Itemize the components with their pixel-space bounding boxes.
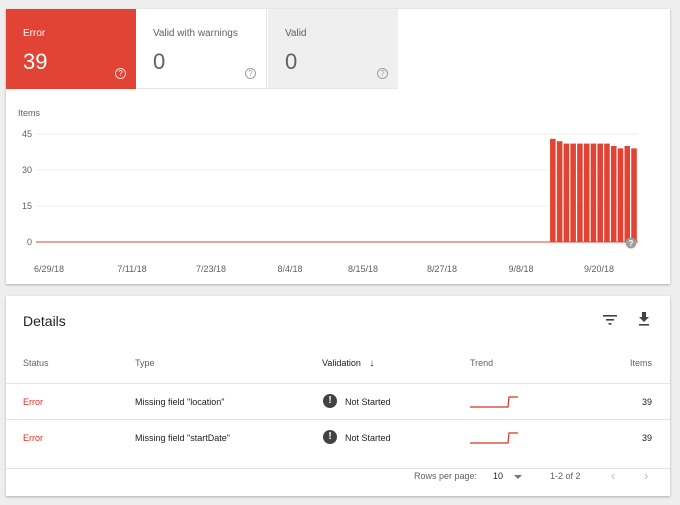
pagination: Rows per page: 10 1-2 of 2 ‹ › (6, 468, 670, 488)
help-icon[interactable]: ? (377, 68, 388, 79)
y-axis-label: Items (18, 108, 41, 118)
error-tile[interactable]: Error 39 ? (6, 9, 136, 89)
details-card: Details Status Type Validation ↓ Trend I… (6, 296, 670, 496)
x-tick-label: 8/15/18 (348, 264, 378, 274)
chart-bars (550, 138, 637, 242)
warnings-tile-label: Valid with warnings (153, 28, 238, 39)
warnings-tile-count: 0 (153, 49, 166, 74)
page-range: 1-2 of 2 (550, 471, 581, 481)
chart-bar[interactable] (556, 141, 563, 242)
summary-card: Error 39 ? Valid with warnings 0 ? Valid… (6, 9, 670, 284)
details-title: Details (23, 313, 66, 329)
chart-bar[interactable] (610, 146, 617, 242)
error-tile-count: 39 (23, 49, 48, 74)
x-tick-label: 7/23/18 (196, 264, 226, 274)
row-items: 39 (641, 433, 652, 443)
y-tick-label: 30 (22, 165, 32, 175)
row-status: Error (23, 397, 43, 407)
chart-bar[interactable] (570, 143, 576, 242)
filter-icon[interactable] (603, 314, 617, 326)
row-trend-sparkline (470, 432, 518, 444)
x-tick-label: 9/8/18 (508, 264, 533, 274)
row-validation: Not Started (345, 433, 391, 443)
row-type: Missing field "location" (135, 397, 225, 407)
help-icon[interactable]: ? (245, 68, 256, 79)
valid-tile-count: 0 (285, 49, 298, 74)
x-axis-ticks: 6/29/18 7/11/18 7/23/18 8/4/18 8/15/18 8/27/1… (34, 264, 614, 274)
chart-help-circle[interactable] (625, 237, 637, 249)
col-header-status[interactable]: Status (23, 358, 49, 368)
error-tile-label: Error (23, 28, 46, 39)
error-chart: Items 0 15 30 45 6/29/18 7/11/18 7/23/18 8/4/1… (18, 108, 638, 274)
alert-icon: ! (323, 394, 337, 408)
x-tick-label: 8/4/18 (277, 264, 302, 274)
chart-bar[interactable] (563, 143, 570, 242)
y-axis-ticks: 0 15 30 45 (22, 129, 32, 247)
rows-per-page-select[interactable]: 10 (493, 471, 504, 481)
row-status: Error (23, 433, 43, 443)
chart-bar[interactable] (590, 143, 597, 242)
valid-tile-label: Valid (285, 28, 307, 39)
caret-down-icon[interactable] (514, 475, 522, 479)
valid-tile[interactable]: Valid 0 ? (268, 9, 398, 89)
x-tick-label: 7/11/18 (117, 264, 146, 274)
y-tick-label: 0 (27, 237, 32, 247)
chart-bar[interactable] (550, 138, 556, 242)
chart-bar[interactable] (597, 143, 603, 242)
chart-help-icon[interactable]: ? (625, 237, 637, 249)
x-tick-label: 9/20/18 (584, 264, 614, 274)
help-icon[interactable]: ? (115, 68, 126, 79)
chart-bar[interactable] (631, 148, 637, 242)
rows-per-page-label: Rows per page: (414, 471, 478, 481)
sort-arrow-down-icon[interactable]: ↓ (369, 358, 375, 369)
x-tick-label: 8/27/18 (427, 264, 457, 274)
col-header-validation[interactable]: Validation ↓ (322, 358, 374, 369)
alert-icon: ! (323, 430, 337, 444)
chevron-left-icon[interactable]: ‹ (611, 468, 616, 483)
row-items: 39 (641, 397, 652, 407)
y-tick-label: 15 (22, 201, 32, 211)
row-type: Missing field "startDate" (135, 433, 230, 443)
chart-bar[interactable] (617, 148, 624, 242)
chevron-right-icon[interactable]: › (644, 468, 649, 483)
chart-help-mark[interactable]: ? (629, 239, 634, 248)
y-tick-label: 45 (22, 129, 32, 139)
table-row[interactable]: Error Missing field "startDate" ! Not St… (6, 419, 670, 455)
chart-bar[interactable] (604, 143, 610, 242)
chart-grid (36, 133, 638, 243)
chart-bar[interactable] (624, 146, 631, 242)
warnings-tile[interactable]: Valid with warnings 0 ? (136, 9, 267, 89)
col-header-items[interactable]: Items (629, 358, 652, 368)
row-trend-sparkline (470, 396, 518, 408)
table-row[interactable]: Error Missing field "location" ! Not Sta… (6, 383, 670, 419)
chart-bar[interactable] (583, 143, 590, 242)
col-header-type[interactable]: Type (135, 358, 155, 368)
download-icon[interactable] (638, 312, 650, 326)
x-tick-label: 6/29/18 (34, 264, 64, 274)
col-header-validation-label: Validation (322, 358, 361, 368)
row-validation: Not Started (345, 397, 391, 407)
col-header-trend: Trend (470, 358, 494, 368)
chart-bar[interactable] (577, 143, 583, 242)
